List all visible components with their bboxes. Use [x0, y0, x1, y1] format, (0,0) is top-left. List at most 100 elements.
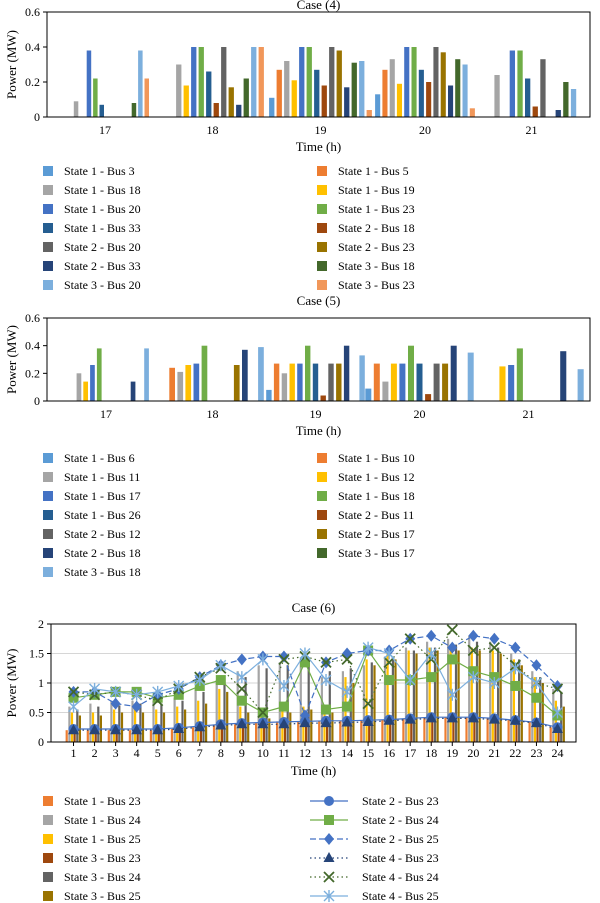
- chart-3-marker: [509, 662, 521, 675]
- chart-3-bar: [339, 720, 342, 742]
- chart-3-bar: [94, 731, 97, 742]
- chart-3-xtick-label: 3: [113, 746, 119, 760]
- chart-3-xtick-label: 24: [551, 746, 563, 760]
- chart-3-marker: [110, 724, 122, 735]
- chart-3-bar: [160, 703, 163, 742]
- chart-3-bar: [436, 650, 439, 742]
- chart-1-bar: [469, 108, 475, 118]
- chart-3-bar: [370, 662, 373, 742]
- chart-3-xtick-label: 15: [362, 746, 374, 760]
- chart-1-bar: [99, 104, 104, 118]
- chart-3-marker: [341, 685, 353, 698]
- chart-3-xtick-label: 8: [218, 746, 224, 760]
- chart-2-legend-swatch: [317, 472, 327, 482]
- chart-3-bar: [318, 721, 321, 742]
- chart-3-bar: [539, 677, 542, 742]
- chart-3-legend-marker: [324, 815, 334, 825]
- chart-3-bar: [310, 709, 313, 742]
- chart-3-bar: [541, 683, 544, 742]
- chart-3-bar: [236, 671, 239, 742]
- chart-3-marker: [447, 641, 458, 654]
- chart-3-legend-label: State 1 - Bus 24: [64, 813, 141, 827]
- chart-3-bar: [494, 719, 497, 742]
- chart-3-marker: [362, 641, 374, 654]
- chart-3-bar: [515, 720, 518, 742]
- chart-3-bar: [220, 727, 223, 743]
- chart-2-xtick-label: 21: [523, 407, 535, 421]
- chart-3-legend-marker: [323, 890, 335, 902]
- chart-3-bar: [194, 688, 197, 742]
- chart-3-marker: [131, 724, 143, 735]
- chart-3-xtick-label: 20: [467, 746, 479, 760]
- chart-3-bar: [347, 721, 350, 742]
- chart-2-legend-label: State 1 - Bus 12: [338, 470, 415, 484]
- chart-1-bar: [276, 69, 282, 118]
- chart-1-bar: [389, 59, 395, 117]
- chart-3-bar: [199, 729, 202, 742]
- chart-1-bar: [455, 59, 461, 117]
- chart-3-marker: [551, 706, 563, 719]
- chart-3-bar: [410, 719, 413, 742]
- chart-2-legend-swatch: [317, 453, 327, 463]
- chart-2-bar: [508, 365, 515, 401]
- chart-2-bar: [343, 345, 350, 401]
- chart-1-bar: [251, 47, 257, 117]
- chart-3-bar: [426, 641, 429, 742]
- chart-2-bar: [390, 363, 397, 401]
- chart-1-legend-label: State 3 - Bus 18: [338, 259, 415, 273]
- chart-1-bar: [525, 78, 531, 117]
- chart-3-legend-marker: [324, 833, 334, 845]
- chart-2-bar: [399, 363, 406, 401]
- chart-2-legend-label: State 3 - Bus 17: [338, 546, 415, 560]
- chart-2-bar: [258, 347, 264, 401]
- chart-3-legend-swatch: [43, 891, 53, 901]
- chart-1-xlabel: Time (h): [296, 139, 341, 154]
- chart-1-bar: [426, 82, 432, 117]
- chart-3-bar: [226, 691, 229, 742]
- chart-3-legend-marker: [323, 871, 335, 883]
- chart-3-bar: [554, 700, 557, 742]
- chart-3-bar: [247, 712, 250, 742]
- chart-3-legend-label: State 1 - Bus 25: [64, 832, 141, 846]
- chart-3-bar: [262, 724, 266, 742]
- chart-3-bar: [468, 635, 471, 742]
- chart-3-bar: [457, 650, 460, 742]
- chart-2-xlabel: Time (h): [296, 423, 341, 438]
- chart-1-legend-swatch: [317, 204, 327, 214]
- chart-1-legend-swatch: [43, 280, 53, 290]
- chart-3-bar: [65, 730, 68, 742]
- chart-3-xlabel: Time (h): [291, 763, 336, 778]
- chart-2-plot-frame: [46, 317, 591, 402]
- chart-3-legend-label: State 4 - Bus 23: [362, 851, 439, 865]
- chart-3-marker: [215, 675, 226, 686]
- chart-3-marker: [68, 724, 80, 735]
- chart-2-ytick-label: 0: [34, 394, 40, 408]
- chart-3-bar: [305, 722, 308, 742]
- chart-3-bar: [536, 723, 539, 742]
- chart-3-bar: [415, 653, 418, 742]
- chart-3-marker: [110, 697, 121, 710]
- chart-3-legend-swatch: [43, 853, 53, 863]
- chart-1-bar: [213, 103, 219, 117]
- chart-2-bar: [312, 363, 319, 401]
- chart-3-bar: [373, 665, 376, 742]
- chart-3-bar: [307, 662, 310, 742]
- chart-2-xtick-label: 17: [100, 407, 112, 421]
- chart-3-bar: [510, 653, 513, 742]
- chart-3-marker: [173, 679, 185, 692]
- chart-1-bar: [570, 89, 577, 117]
- chart-1-legend-swatch: [43, 242, 53, 252]
- chart-3-marker: [362, 715, 374, 726]
- chart-3-marker: [342, 701, 353, 712]
- chart-1-legend-label: State 1 - Bus 18: [64, 183, 141, 197]
- chart-3-bar: [428, 647, 431, 742]
- chart-3-bar: [265, 668, 268, 743]
- chart-3-bar: [497, 647, 500, 742]
- chart-2-ylabel: Power (MW): [4, 325, 19, 394]
- chart-3-marker: [531, 692, 542, 703]
- chart-1-bar: [517, 50, 523, 117]
- chart-1-xtick-label: 17: [99, 123, 111, 137]
- chart-3-bar: [389, 720, 392, 742]
- chart-3-marker: [320, 656, 332, 668]
- chart-3-bar: [507, 719, 510, 742]
